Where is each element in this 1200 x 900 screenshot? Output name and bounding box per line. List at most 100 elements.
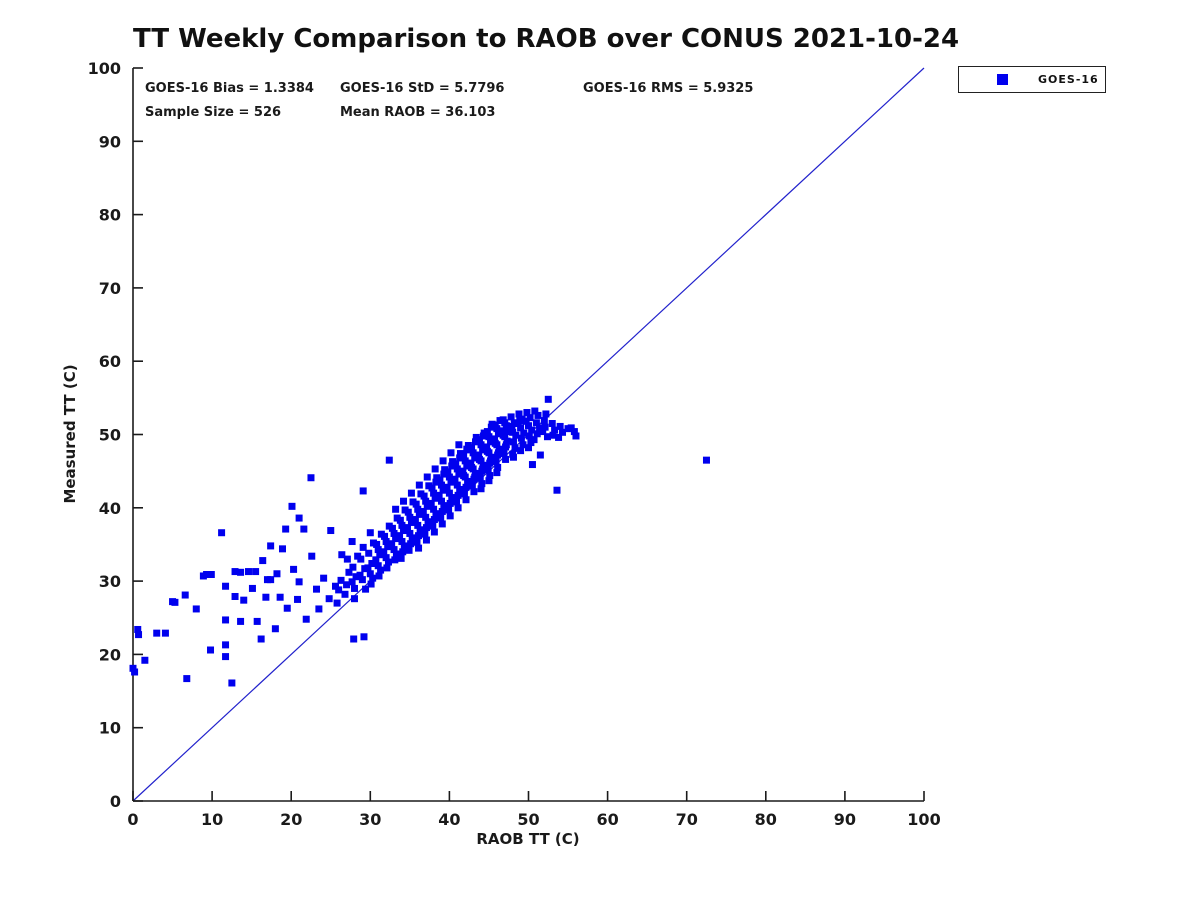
scatter-point bbox=[248, 584, 256, 592]
scatter-point bbox=[405, 546, 413, 554]
scatter-point bbox=[294, 595, 302, 603]
scatter-point bbox=[422, 513, 430, 521]
scatter-point bbox=[392, 505, 400, 513]
scatter-point bbox=[460, 490, 468, 498]
scatter-point bbox=[464, 446, 472, 454]
scatter-point bbox=[283, 604, 291, 612]
scatter-point bbox=[479, 465, 487, 473]
scatter-point bbox=[453, 498, 461, 506]
scatter-point bbox=[445, 506, 453, 514]
scatter-point bbox=[541, 423, 549, 431]
scatter-point bbox=[526, 414, 534, 422]
scatter-point bbox=[463, 462, 471, 470]
scatter-point bbox=[556, 422, 564, 430]
scatter-point bbox=[470, 488, 478, 496]
x-axis-label: RAOB TT (C) bbox=[476, 830, 580, 848]
scatter-point bbox=[420, 492, 428, 500]
scatter-point bbox=[487, 453, 495, 461]
scatter-point bbox=[349, 563, 357, 571]
scatter-point bbox=[477, 441, 485, 449]
scatter-point bbox=[472, 469, 480, 477]
scatter-point bbox=[381, 532, 389, 540]
scatter-point bbox=[427, 499, 435, 507]
scatter-point bbox=[384, 543, 392, 551]
scatter-point bbox=[504, 428, 512, 436]
scatter-point bbox=[460, 452, 468, 460]
scatter-point bbox=[423, 473, 431, 481]
scatter-point bbox=[453, 481, 461, 489]
scatter-point bbox=[412, 500, 420, 508]
scatter-point bbox=[407, 518, 415, 526]
scatter-point bbox=[411, 516, 419, 524]
stat-mean-raob: Mean RAOB = 36.103 bbox=[340, 105, 496, 120]
scatter-point bbox=[415, 532, 423, 540]
scatter-point bbox=[443, 483, 451, 491]
scatter-point bbox=[207, 571, 215, 579]
stat-sample-size: Sample Size = 526 bbox=[145, 105, 282, 120]
scatter-point bbox=[348, 538, 356, 546]
scatter-point bbox=[366, 529, 374, 537]
scatter-point bbox=[523, 409, 531, 417]
scatter-point bbox=[437, 481, 445, 489]
scatter-point bbox=[519, 441, 527, 449]
scatter-point bbox=[438, 520, 446, 528]
y-tick-label: 60 bbox=[99, 352, 121, 371]
scatter-point bbox=[358, 576, 366, 584]
y-tick-label: 50 bbox=[99, 426, 121, 445]
scatter-point bbox=[492, 458, 500, 466]
scatter-point bbox=[222, 616, 230, 624]
scatter-point bbox=[222, 653, 230, 661]
x-tick-label: 20 bbox=[280, 810, 302, 829]
scatter-point bbox=[539, 428, 547, 436]
scatter-point bbox=[357, 555, 365, 563]
scatter-point bbox=[517, 434, 525, 442]
scatter-point bbox=[237, 617, 245, 625]
scatter-point bbox=[259, 557, 267, 565]
scatter-point bbox=[501, 419, 509, 427]
scatter-point bbox=[536, 424, 544, 432]
scatter-point bbox=[231, 568, 239, 576]
scatter-point bbox=[307, 474, 315, 482]
scatter-point bbox=[352, 573, 360, 581]
scatter-point bbox=[572, 432, 580, 440]
scatter-point bbox=[503, 437, 511, 445]
scatter-point bbox=[495, 445, 503, 453]
scatter-point bbox=[528, 461, 536, 469]
scatter-point bbox=[453, 465, 461, 473]
scatter-point bbox=[549, 431, 557, 439]
scatter-point bbox=[222, 582, 230, 590]
scatter-point bbox=[430, 489, 438, 497]
scatter-point bbox=[244, 568, 252, 576]
scatter-point bbox=[407, 489, 415, 497]
scatter-point bbox=[512, 431, 520, 439]
scatter-point bbox=[486, 472, 494, 480]
scatter-point bbox=[359, 487, 367, 495]
scatter-point bbox=[454, 504, 462, 512]
scatter-point bbox=[365, 549, 373, 557]
y-tick-label: 80 bbox=[99, 206, 121, 225]
scatter-point bbox=[141, 656, 149, 664]
scatter-point bbox=[447, 449, 455, 457]
scatter-point bbox=[366, 570, 374, 578]
scatter-point bbox=[192, 605, 200, 613]
scatter-point bbox=[536, 451, 544, 459]
scatter-point bbox=[548, 420, 556, 428]
scatter-point bbox=[475, 455, 483, 463]
scatter-point bbox=[278, 545, 286, 553]
scatter-point bbox=[337, 576, 345, 584]
scatter-point bbox=[459, 467, 467, 475]
scatter-point bbox=[471, 454, 479, 462]
scatter-point bbox=[509, 438, 517, 446]
scatter-point bbox=[423, 502, 431, 510]
scatter-point bbox=[517, 424, 525, 432]
scatter-point bbox=[153, 629, 161, 637]
scatter-point bbox=[400, 527, 408, 535]
scatter-point bbox=[183, 675, 191, 683]
scatter-point bbox=[422, 497, 430, 505]
scatter-point bbox=[290, 565, 298, 573]
scatter-point bbox=[511, 444, 519, 452]
scatter-point bbox=[445, 473, 453, 481]
scatter-point bbox=[385, 456, 393, 464]
